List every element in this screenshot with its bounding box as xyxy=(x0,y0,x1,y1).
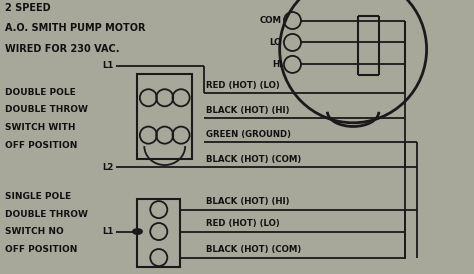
Text: BLACK (HOT) (HI): BLACK (HOT) (HI) xyxy=(206,197,290,206)
Text: L1: L1 xyxy=(102,227,114,236)
Bar xyxy=(137,74,192,159)
Text: DOUBLE POLE: DOUBLE POLE xyxy=(5,88,75,97)
Text: BLACK (HOT) (HI): BLACK (HOT) (HI) xyxy=(206,105,290,115)
Text: L1: L1 xyxy=(102,61,114,70)
Text: RED (HOT) (LO): RED (HOT) (LO) xyxy=(206,81,280,90)
Text: SWITCH NO: SWITCH NO xyxy=(5,227,64,236)
Text: HI: HI xyxy=(272,60,282,69)
Text: L2: L2 xyxy=(102,163,114,172)
Text: LO: LO xyxy=(270,38,282,47)
Text: 2 SPEED: 2 SPEED xyxy=(5,3,50,13)
Text: DOUBLE THROW: DOUBLE THROW xyxy=(5,105,88,115)
Text: BLACK (HOT) (COM): BLACK (HOT) (COM) xyxy=(206,155,301,164)
Bar xyxy=(137,199,180,267)
Text: SWITCH WITH: SWITCH WITH xyxy=(5,123,75,132)
Text: BLACK (HOT) (COM): BLACK (HOT) (COM) xyxy=(206,245,301,254)
Text: RED (HOT) (LO): RED (HOT) (LO) xyxy=(206,219,280,228)
Text: GREEN (GROUND): GREEN (GROUND) xyxy=(206,130,291,139)
Text: WIRED FOR 230 VAC.: WIRED FOR 230 VAC. xyxy=(5,44,119,54)
Text: SINGLE POLE: SINGLE POLE xyxy=(5,192,71,201)
Text: A.O. SMITH PUMP MOTOR: A.O. SMITH PUMP MOTOR xyxy=(5,23,145,33)
Text: COM: COM xyxy=(260,16,282,25)
Text: OFF POSITION: OFF POSITION xyxy=(5,245,77,254)
Circle shape xyxy=(133,229,142,234)
Text: DOUBLE THROW: DOUBLE THROW xyxy=(5,210,88,219)
Text: OFF POSITION: OFF POSITION xyxy=(5,141,77,150)
